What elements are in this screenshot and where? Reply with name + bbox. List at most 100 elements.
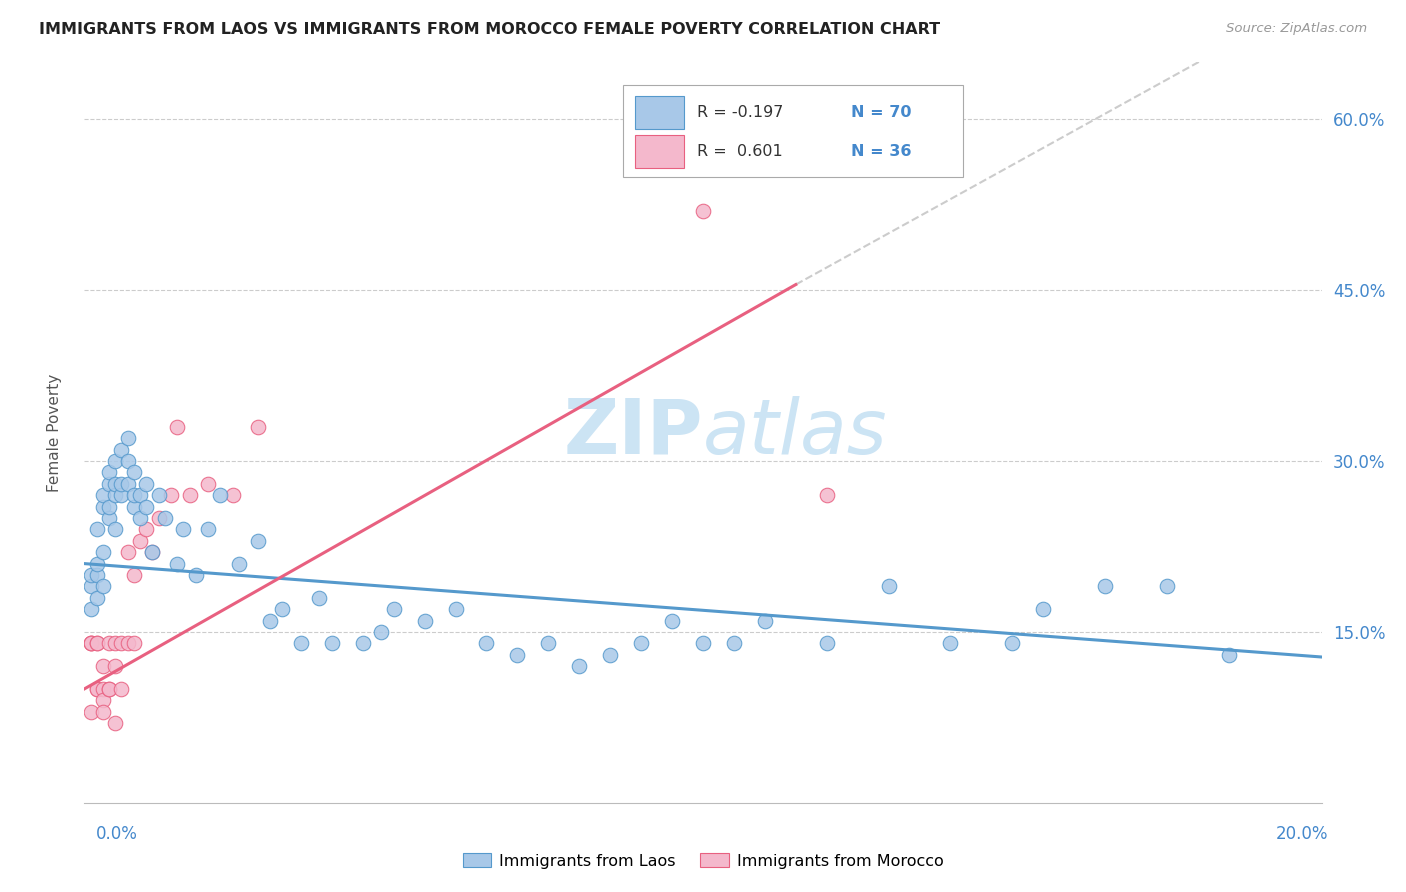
- Point: [877, 579, 900, 593]
- Point: [382, 602, 405, 616]
- Point: [122, 488, 145, 502]
- Point: [599, 648, 621, 662]
- Text: IMMIGRANTS FROM LAOS VS IMMIGRANTS FROM MOROCCO FEMALE POVERTY CORRELATION CHART: IMMIGRANTS FROM LAOS VS IMMIGRANTS FROM …: [39, 22, 941, 37]
- Point: [475, 636, 498, 650]
- Point: [166, 420, 188, 434]
- Point: [209, 488, 232, 502]
- Point: [308, 591, 330, 605]
- Point: [135, 523, 157, 537]
- Point: [86, 568, 108, 582]
- Point: [815, 488, 838, 502]
- Text: 0.0%: 0.0%: [96, 825, 138, 843]
- Point: [86, 523, 108, 537]
- Point: [122, 500, 145, 514]
- Text: 20.0%: 20.0%: [1277, 825, 1329, 843]
- Point: [117, 545, 139, 559]
- Text: R = -0.197: R = -0.197: [697, 104, 783, 120]
- Point: [321, 636, 343, 650]
- Point: [79, 602, 101, 616]
- Point: [104, 488, 127, 502]
- Text: Female Poverty: Female Poverty: [46, 374, 62, 491]
- Point: [692, 203, 714, 218]
- Point: [86, 636, 108, 650]
- Point: [290, 636, 312, 650]
- Point: [1094, 579, 1116, 593]
- Point: [568, 659, 591, 673]
- Point: [630, 636, 652, 650]
- Point: [86, 681, 108, 696]
- Point: [1218, 648, 1240, 662]
- Text: Source: ZipAtlas.com: Source: ZipAtlas.com: [1226, 22, 1367, 36]
- Point: [537, 636, 560, 650]
- Point: [91, 681, 114, 696]
- Point: [246, 533, 269, 548]
- Point: [259, 614, 281, 628]
- Point: [104, 454, 127, 468]
- Point: [79, 636, 101, 650]
- Point: [91, 705, 114, 719]
- Point: [129, 533, 152, 548]
- Point: [110, 488, 132, 502]
- Point: [228, 557, 250, 571]
- Point: [117, 636, 139, 650]
- Point: [110, 442, 132, 457]
- Legend: Immigrants from Laos, Immigrants from Morocco: Immigrants from Laos, Immigrants from Mo…: [457, 847, 949, 875]
- Point: [110, 636, 132, 650]
- Point: [246, 420, 269, 434]
- Point: [98, 636, 121, 650]
- Point: [98, 681, 121, 696]
- Point: [184, 568, 207, 582]
- FancyBboxPatch shape: [636, 135, 685, 169]
- Point: [86, 591, 108, 605]
- Point: [352, 636, 374, 650]
- Point: [86, 636, 108, 650]
- Point: [1032, 602, 1054, 616]
- Point: [122, 568, 145, 582]
- Point: [79, 568, 101, 582]
- Point: [79, 705, 101, 719]
- Point: [754, 614, 776, 628]
- Point: [135, 500, 157, 514]
- Point: [79, 636, 101, 650]
- Point: [370, 624, 392, 639]
- Text: R =  0.601: R = 0.601: [697, 144, 783, 159]
- Point: [79, 579, 101, 593]
- Point: [506, 648, 529, 662]
- Point: [117, 476, 139, 491]
- Point: [222, 488, 245, 502]
- Point: [815, 636, 838, 650]
- Point: [661, 614, 683, 628]
- Point: [98, 681, 121, 696]
- Point: [148, 488, 170, 502]
- Point: [91, 488, 114, 502]
- Point: [122, 466, 145, 480]
- FancyBboxPatch shape: [623, 85, 963, 178]
- Point: [91, 659, 114, 673]
- Point: [117, 454, 139, 468]
- Point: [172, 523, 194, 537]
- Point: [692, 636, 714, 650]
- Point: [110, 681, 132, 696]
- Text: atlas: atlas: [703, 396, 887, 469]
- Point: [91, 500, 114, 514]
- Point: [413, 614, 436, 628]
- Point: [98, 511, 121, 525]
- Point: [166, 557, 188, 571]
- Point: [91, 545, 114, 559]
- Text: N = 70: N = 70: [852, 104, 912, 120]
- Point: [939, 636, 962, 650]
- Point: [197, 476, 219, 491]
- Point: [1156, 579, 1178, 593]
- Point: [86, 681, 108, 696]
- Point: [141, 545, 163, 559]
- Point: [104, 659, 127, 673]
- Point: [129, 511, 152, 525]
- Point: [444, 602, 467, 616]
- Point: [79, 636, 101, 650]
- Point: [98, 476, 121, 491]
- Point: [141, 545, 163, 559]
- Point: [110, 476, 132, 491]
- Point: [153, 511, 176, 525]
- Point: [98, 466, 121, 480]
- Point: [104, 523, 127, 537]
